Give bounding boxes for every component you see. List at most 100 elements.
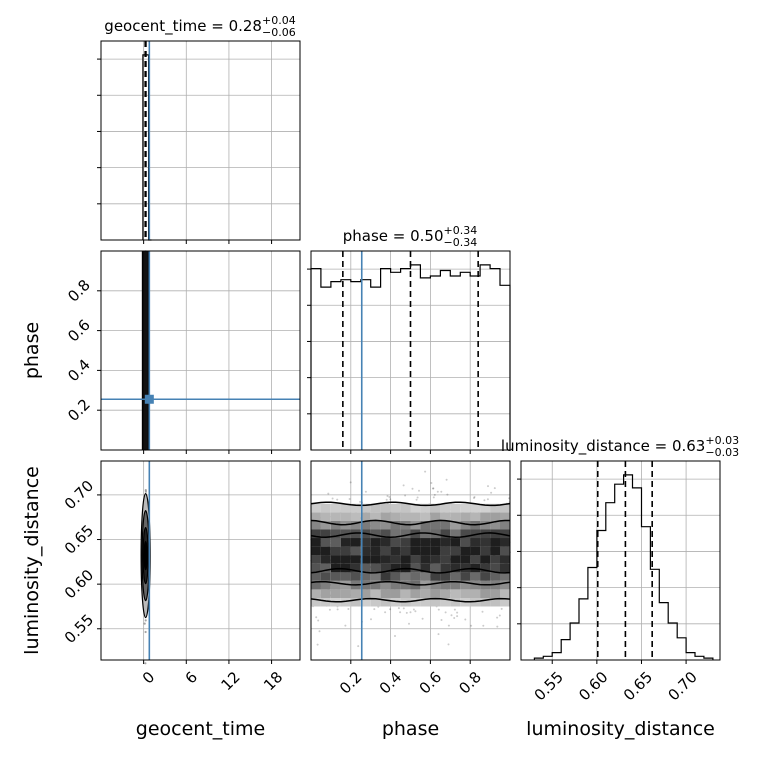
density-cell-9-10 — [400, 512, 411, 521]
density-cell-7-8 — [380, 529, 391, 539]
density-cell-18-1 — [490, 589, 500, 598]
tick-label-x-geocent_time-3: 18 — [260, 668, 286, 694]
sample-point-1131 — [470, 624, 473, 627]
density-cell-5-0 — [360, 597, 371, 607]
density-cell-6-5 — [370, 555, 381, 564]
density-cell-17-10 — [480, 512, 491, 521]
density-cell-9-2 — [400, 580, 411, 590]
density-cell-1-2 — [320, 580, 331, 590]
sample-point-1751 — [414, 610, 417, 613]
sample-point-858 — [385, 498, 388, 501]
density-cell-8-8 — [390, 529, 401, 539]
sample-point-2081 — [447, 643, 450, 646]
sample-point-2084 — [432, 487, 434, 490]
density-cell-1-3 — [320, 572, 331, 581]
density-cell-16-11 — [470, 503, 481, 513]
density-cell-17-1 — [480, 589, 491, 598]
sample-point-2149 — [344, 624, 347, 627]
density-cell-10-10 — [410, 512, 421, 521]
density-cell-15-6 — [460, 546, 471, 556]
density-cell-2-11 — [330, 503, 341, 513]
density-cell-8-7 — [390, 538, 401, 547]
density-cell-1-11 — [320, 503, 331, 513]
sample-point-1021 — [453, 608, 456, 611]
density-cell-8-5 — [390, 555, 401, 564]
contour-phase-lumi-0 — [310, 501, 511, 507]
density-cell-1-10 — [320, 512, 331, 521]
contour-geo-lumi-3 — [143, 540, 148, 571]
sample-point-1918 — [394, 635, 396, 637]
density-cell-2-1 — [330, 589, 341, 598]
sample-point-1264 — [359, 500, 362, 503]
density-cell-15-8 — [460, 529, 471, 539]
density-cell-19-0 — [500, 597, 510, 607]
density-cell-1-8 — [320, 529, 331, 539]
contour-phase-lumi-4 — [310, 580, 511, 586]
panel-frame-0-0 — [100, 40, 301, 241]
sample-point-1088 — [433, 493, 436, 496]
density-cell-13-6 — [440, 546, 451, 556]
sample-point-1998 — [424, 470, 427, 473]
tick-label-x-phase-3: 0.8 — [455, 668, 485, 698]
sample-point-2238 — [496, 625, 499, 628]
density-cell-1-6 — [320, 546, 331, 556]
title-plus-phase: +0.34 — [444, 224, 478, 237]
sample-point-1628 — [473, 496, 476, 498]
density-cell-10-3 — [410, 572, 421, 581]
sample-point-1531 — [487, 485, 489, 488]
density-cell-7-6 — [380, 546, 391, 556]
density-cell-3-5 — [340, 555, 351, 564]
sample-point-1882 — [418, 489, 420, 492]
sample-point-1180 — [409, 611, 412, 614]
density-cell-14-2 — [450, 580, 461, 590]
sample-point-1950 — [389, 608, 392, 611]
density-cell-0-0 — [311, 597, 321, 607]
density-cell-5-3 — [360, 572, 371, 581]
panel-frame-2-2 — [520, 460, 721, 661]
sample-point-1958 — [444, 611, 447, 614]
density-cell-19-6 — [500, 546, 510, 556]
sample-point-961 — [386, 495, 389, 497]
density-cell-13-0 — [440, 597, 451, 607]
density-cell-11-4 — [420, 563, 431, 573]
density-cell-11-6 — [420, 546, 431, 556]
density-cell-6-7 — [370, 538, 381, 547]
sample-point-1315 — [415, 498, 418, 501]
sample-point-1869 — [416, 496, 419, 499]
density-cell-18-7 — [490, 538, 500, 547]
density-cell-8-10 — [390, 512, 401, 521]
density-cell-0-9 — [311, 520, 321, 530]
density-cell-9-5 — [400, 555, 411, 564]
density-cell-16-3 — [470, 572, 481, 581]
density-cell-16-8 — [470, 529, 481, 539]
sample-point-2151 — [370, 618, 372, 621]
sample-point-2085 — [328, 608, 331, 611]
sample-point-1935 — [486, 498, 489, 501]
tick-label-x-phase-0: 0.2 — [336, 668, 366, 698]
density-cell-12-4 — [430, 563, 441, 573]
density-cell-18-3 — [490, 572, 500, 581]
density-cell-17-6 — [480, 546, 491, 556]
contour-phase-lumi-5 — [310, 597, 511, 603]
title-luminosity_distance: luminosity_distance = 0.63+0.03 — [501, 434, 739, 456]
density-cell-7-9 — [380, 520, 391, 530]
density-cell-8-0 — [390, 597, 401, 607]
density-cell-13-4 — [440, 563, 451, 573]
density-cell-19-11 — [500, 503, 510, 513]
title-geocent_time: geocent_time = 0.28+0.04 — [104, 14, 295, 36]
density-cell-19-5 — [500, 555, 510, 564]
sample-point-1125 — [498, 614, 501, 617]
density-cell-6-11 — [370, 503, 381, 513]
density-cell-10-1 — [410, 589, 421, 598]
density-cell-5-4 — [360, 563, 371, 573]
density-cell-18-11 — [490, 503, 500, 513]
density-cell-4-7 — [350, 538, 361, 547]
density-cell-5-10 — [360, 512, 371, 521]
sample-point-814 — [500, 607, 503, 610]
density-cell-12-6 — [430, 546, 441, 556]
sample-point-1361 — [405, 611, 408, 614]
density-cell-15-7 — [460, 538, 471, 547]
density-cell-8-4 — [390, 563, 401, 573]
density-cell-18-0 — [490, 597, 500, 607]
density-cell-13-11 — [440, 503, 451, 513]
